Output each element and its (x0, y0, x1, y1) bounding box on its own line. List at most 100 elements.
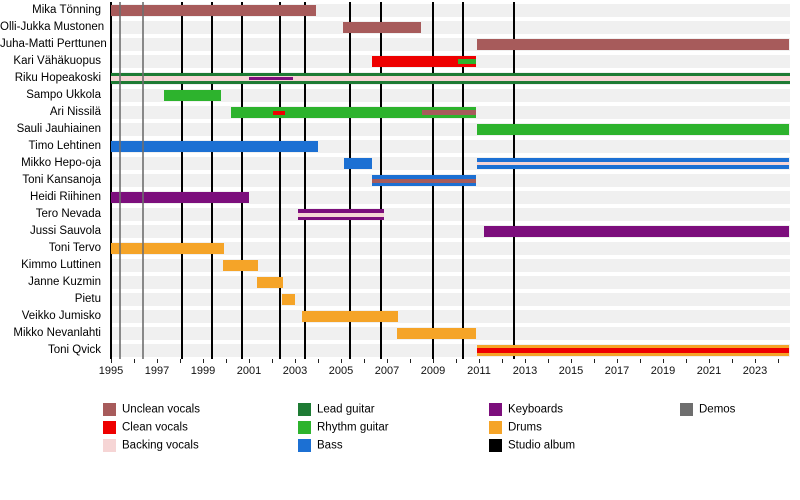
studio-album-line (512, 2, 515, 359)
timeline-bar-drums (222, 260, 259, 271)
legend-label: Lead guitar (317, 403, 375, 416)
member-name-label: Mikko Nevanlahti (13, 327, 101, 339)
legend-item-keyboards: Keyboards (489, 403, 563, 417)
timeline-bar-clean (273, 110, 285, 115)
timeline-bar-unclean (372, 178, 476, 183)
lead-color-swatch (298, 403, 311, 417)
studio-album-line (349, 2, 352, 359)
member-name-label: Toni Qvick (47, 344, 101, 356)
legend-label: Unclean vocals (122, 403, 200, 416)
axis-tick (157, 359, 158, 363)
legend-item-backing: Backing vocals (103, 439, 199, 453)
legend-item-demo: Demos (680, 403, 736, 417)
member-name-label: Pietu (74, 293, 101, 305)
axis-tick (433, 359, 434, 363)
legend-item-rhythm: Rhythm guitar (298, 421, 389, 435)
plot-left-border (110, 2, 112, 359)
legend-label: Demos (699, 403, 736, 416)
member-name-label: Sampo Ukkola (26, 89, 101, 101)
timeline-bar-unclean (111, 5, 316, 16)
member-name-label: Mikko Hepo-oja (21, 157, 101, 169)
member-name-label: Jussi Sauvola (30, 225, 101, 237)
axis-year-label: 1999 (190, 365, 216, 377)
legend-label: Backing vocals (122, 439, 199, 452)
axis-tick (778, 359, 779, 363)
timeline-bar-clean (476, 348, 790, 353)
axis-tick (732, 359, 733, 363)
studio-album-line (241, 2, 244, 359)
album-color-swatch (489, 439, 502, 453)
axis-tick (387, 359, 388, 363)
axis-year-label: 1995 (98, 365, 124, 377)
timeline-bar-unclean (476, 39, 790, 50)
timeline-bar-backing (111, 76, 790, 81)
axis-tick (226, 359, 227, 363)
rhythm-color-swatch (298, 421, 311, 435)
timeline-bar-backing (476, 162, 790, 165)
member-name-label: Riku Hopeakoski (14, 72, 101, 84)
axis-year-label: 2007 (374, 365, 400, 377)
legend-item-lead: Lead guitar (298, 403, 375, 417)
axis-year-label: 1997 (144, 365, 170, 377)
legend-label: Keyboards (508, 403, 563, 416)
axis-year-label: 2021 (696, 365, 722, 377)
studio-album-line (181, 2, 184, 359)
axis-year-label: 2023 (742, 365, 768, 377)
backing-color-swatch (103, 439, 116, 453)
axis-tick (180, 359, 181, 363)
legend-item-clean: Clean vocals (103, 421, 188, 435)
legend: Unclean vocals Clean vocals Backing vocals… (0, 398, 800, 460)
axis-tick (364, 359, 365, 363)
legend-item-unclean: Unclean vocals (103, 403, 200, 417)
timeline-bar-rhythm (458, 59, 476, 64)
timeline-bar-unclean (343, 22, 422, 33)
timeline-bar-clean (372, 56, 476, 67)
drums-color-swatch (489, 421, 502, 435)
timeline-bar-bass (344, 158, 373, 169)
axis-year-label: 2003 (282, 365, 308, 377)
keyboards-color-swatch (489, 403, 502, 417)
axis-tick (502, 359, 503, 363)
timeline-bar-drums (282, 294, 295, 305)
member-name-label: Tero Nevada (35, 208, 101, 220)
x-axis: 1995 1997 1999 2001 2003 2005 2007 2009 2011 2013… (99, 359, 800, 383)
member-name-label: Toni Tervo (48, 242, 101, 254)
clean-color-swatch (103, 421, 116, 435)
axis-tick (111, 359, 112, 363)
demo-line (142, 2, 145, 359)
timeline-bar-drums (397, 328, 476, 339)
axis-tick (410, 359, 411, 363)
demo-color-swatch (680, 403, 693, 417)
axis-tick (571, 359, 572, 363)
axis-tick (525, 359, 526, 363)
legend-label: Studio album (508, 439, 576, 452)
axis-tick (479, 359, 480, 363)
timeline-bar-keyboards (111, 192, 249, 203)
plot-area (110, 2, 790, 359)
axis-tick (341, 359, 342, 363)
member-labels: Mika Tönning Olli-Jukka Mustonen Juha-Matt… (0, 2, 107, 359)
axis-tick (203, 359, 204, 363)
axis-tick (456, 359, 457, 363)
legend-label: Bass (317, 439, 343, 452)
member-name-label: Toni Kansanoja (22, 174, 101, 186)
member-name-label: Janne Kuzmin (28, 276, 101, 288)
timeline-bar-drums (257, 277, 284, 288)
timeline-bar-rhythm (230, 107, 476, 118)
unclean-color-swatch (103, 403, 116, 417)
axis-tick (755, 359, 756, 363)
member-name-label: Kimmo Luttinen (21, 259, 101, 271)
axis-year-label: 2019 (650, 365, 676, 377)
axis-tick (318, 359, 319, 363)
axis-tick (640, 359, 641, 363)
member-name-label: Olli-Jukka Mustonen (0, 21, 105, 33)
timeline-bar-keyboards (483, 226, 790, 237)
axis-year-label: 2017 (604, 365, 630, 377)
axis-tick (663, 359, 664, 363)
member-name-label: Timo Lehtinen (28, 140, 101, 152)
axis-year-label: 2009 (420, 365, 446, 377)
studio-album-line (279, 2, 282, 359)
legend-label: Rhythm guitar (317, 421, 389, 434)
axis-tick (295, 359, 296, 363)
